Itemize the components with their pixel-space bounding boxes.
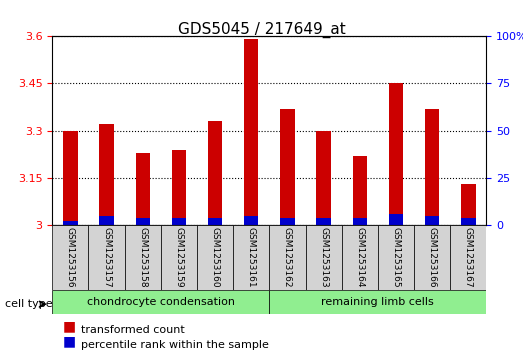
Bar <box>172 217 186 225</box>
Text: GSM1253162: GSM1253162 <box>283 228 292 288</box>
Bar <box>316 131 331 225</box>
Text: ■: ■ <box>63 334 76 348</box>
Text: remaining limb cells: remaining limb cells <box>322 297 434 307</box>
FancyBboxPatch shape <box>305 225 342 290</box>
FancyBboxPatch shape <box>269 290 486 314</box>
Text: chondrocyte condensation: chondrocyte condensation <box>87 297 235 307</box>
FancyBboxPatch shape <box>269 225 305 290</box>
Text: GSM1253159: GSM1253159 <box>174 227 184 288</box>
Text: GSM1253166: GSM1253166 <box>428 227 437 288</box>
FancyBboxPatch shape <box>450 225 486 290</box>
Bar <box>389 214 403 225</box>
FancyBboxPatch shape <box>161 225 197 290</box>
FancyBboxPatch shape <box>233 225 269 290</box>
FancyBboxPatch shape <box>414 225 450 290</box>
Text: GSM1253161: GSM1253161 <box>247 227 256 288</box>
Text: GSM1253158: GSM1253158 <box>138 227 147 288</box>
Text: GSM1253156: GSM1253156 <box>66 227 75 288</box>
Bar <box>172 150 186 225</box>
Bar <box>280 217 294 225</box>
Text: GDS5045 / 217649_at: GDS5045 / 217649_at <box>178 22 345 38</box>
Bar <box>280 109 294 225</box>
FancyBboxPatch shape <box>124 225 161 290</box>
Text: ■: ■ <box>63 319 76 333</box>
Bar <box>389 83 403 225</box>
Bar <box>461 219 475 225</box>
FancyBboxPatch shape <box>88 225 124 290</box>
Text: GSM1253167: GSM1253167 <box>464 227 473 288</box>
Text: transformed count: transformed count <box>81 325 185 335</box>
Bar <box>425 216 439 225</box>
Bar <box>353 217 367 225</box>
Bar <box>353 156 367 225</box>
Bar <box>316 217 331 225</box>
Bar <box>244 40 258 225</box>
Text: GSM1253164: GSM1253164 <box>355 228 365 288</box>
Text: GSM1253160: GSM1253160 <box>211 227 220 288</box>
Text: GSM1253157: GSM1253157 <box>102 227 111 288</box>
Bar <box>135 217 150 225</box>
Bar <box>99 216 114 225</box>
Bar <box>208 217 222 225</box>
Bar <box>63 131 77 225</box>
Bar <box>208 121 222 225</box>
FancyBboxPatch shape <box>342 225 378 290</box>
FancyBboxPatch shape <box>197 225 233 290</box>
Text: cell type: cell type <box>5 299 53 309</box>
Bar <box>425 109 439 225</box>
Text: GSM1253163: GSM1253163 <box>319 227 328 288</box>
FancyBboxPatch shape <box>378 225 414 290</box>
Bar <box>244 216 258 225</box>
Text: percentile rank within the sample: percentile rank within the sample <box>81 340 269 350</box>
Bar <box>135 153 150 225</box>
Text: GSM1253165: GSM1253165 <box>391 227 401 288</box>
Bar <box>63 221 77 225</box>
Bar <box>99 125 114 225</box>
FancyBboxPatch shape <box>52 290 269 314</box>
FancyBboxPatch shape <box>52 225 88 290</box>
Bar <box>461 184 475 225</box>
